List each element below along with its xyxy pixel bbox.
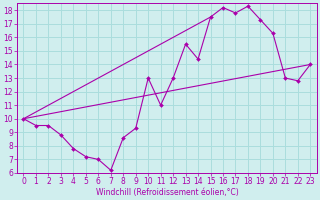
X-axis label: Windchill (Refroidissement éolien,°C): Windchill (Refroidissement éolien,°C) xyxy=(96,188,238,197)
